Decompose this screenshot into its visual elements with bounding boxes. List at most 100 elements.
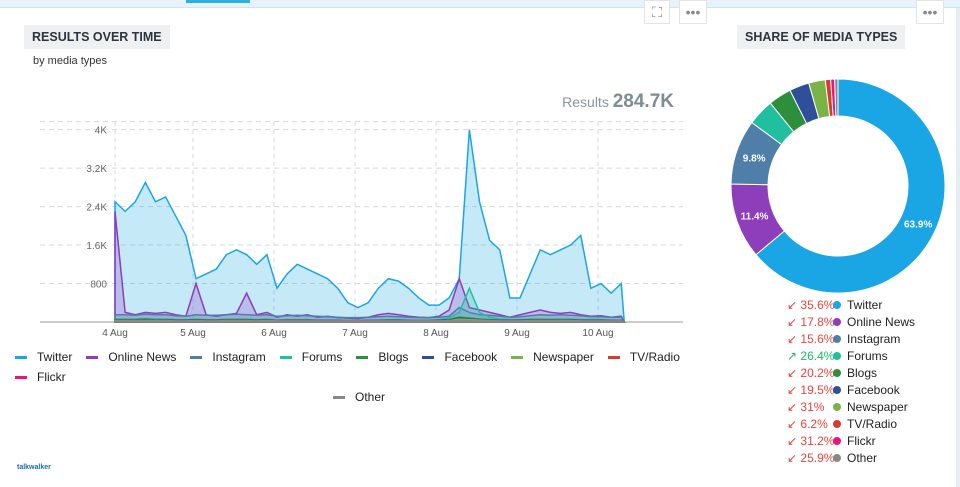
x-tick-label: 4 Aug xyxy=(102,328,128,339)
donut-slice-other xyxy=(834,78,839,117)
y-tick-label: 1.6K xyxy=(86,241,107,252)
series-twitter xyxy=(114,129,626,323)
color-dot xyxy=(833,454,841,462)
legend-swatch xyxy=(15,356,27,360)
share-legend-item[interactable]: ↙ 6.2% TV/Radio xyxy=(787,416,915,433)
share-legend-item[interactable]: ↙ 20.2% Blogs xyxy=(787,365,915,382)
more-options-button[interactable]: ••• xyxy=(679,0,707,24)
change-value: ↙ 15.6% xyxy=(787,332,835,346)
legend-swatch xyxy=(190,356,203,360)
legend-item-facebook[interactable]: Facebook xyxy=(422,350,497,364)
share-legend-item[interactable]: ↙ 31.2% Flickr xyxy=(787,433,915,450)
x-tick-label: 5 Aug xyxy=(180,328,206,339)
change-value: ↗ 26.4% xyxy=(787,349,835,363)
share-donut-chart: 63.9% 11.4% 9.8% xyxy=(730,78,946,294)
legend-item-newspaper[interactable]: Newspaper xyxy=(511,350,594,364)
legend-label: Newspaper xyxy=(533,350,594,364)
change-value: ↙ 19.5% xyxy=(787,383,835,397)
color-dot xyxy=(833,301,841,309)
color-dot xyxy=(833,318,841,326)
donut-label: 9.8% xyxy=(743,154,766,165)
media-type-name: Other xyxy=(847,451,878,465)
color-dot xyxy=(833,386,841,394)
y-tick-label: 3.2K xyxy=(86,164,107,175)
legend-item-twitter[interactable]: Twitter xyxy=(15,350,72,364)
share-legend-item[interactable]: ↙ 17.8% Online News xyxy=(787,314,915,331)
color-dot xyxy=(833,335,841,343)
legend-item-blogs[interactable]: Blogs xyxy=(356,350,408,364)
legend-swatch xyxy=(422,356,435,360)
y-tick-label: 2.4K xyxy=(86,203,107,214)
y-tick-label: 800 xyxy=(90,280,107,291)
legend-swatch xyxy=(86,356,99,360)
color-dot xyxy=(833,403,841,411)
x-tick-label: 9 Aug xyxy=(504,328,530,339)
y-tick-label: 4K xyxy=(95,126,108,137)
media-type-name: TV/Radio xyxy=(847,417,898,431)
color-dot xyxy=(833,420,841,428)
more-icon: ••• xyxy=(685,4,701,20)
x-tick-label: 7 Aug xyxy=(342,328,368,339)
change-value: ↙ 25.9% xyxy=(787,451,835,465)
legend-label: Online News xyxy=(108,350,177,364)
legend-swatch xyxy=(279,356,292,360)
share-legend-item[interactable]: ↙ 19.5% Facebook xyxy=(787,382,915,399)
donut-label: 11.4% xyxy=(741,211,769,222)
share-legend-item[interactable]: ↙ 25.9% Other xyxy=(787,450,915,467)
share-legend-item[interactable]: ↙ 15.6% Instagram xyxy=(787,331,915,348)
media-type-name: Flickr xyxy=(847,434,876,448)
x-tick-label: 6 Aug xyxy=(261,328,287,339)
x-tick-label: 8 Aug xyxy=(423,328,449,339)
legend-label: Forums xyxy=(301,350,343,364)
media-type-name: Online News xyxy=(847,315,916,329)
legend-label: Other xyxy=(355,390,386,404)
legend-item-other[interactable]: Other xyxy=(333,390,385,404)
legend-label: Flickr xyxy=(37,370,66,384)
donut-slice-twitter xyxy=(755,78,946,294)
share-legend-item[interactable]: ↗ 26.4% Forums xyxy=(787,348,915,365)
legend-item-instagram[interactable]: Instagram xyxy=(190,350,266,364)
media-type-name: Forums xyxy=(847,349,888,363)
change-value: ↙ 6.2% xyxy=(787,417,828,431)
series-online-news xyxy=(114,211,626,323)
legend-label: Blogs xyxy=(378,350,409,364)
chart-legend: Twitter Online News Instagram Forums Blogs Fa… xyxy=(15,350,715,410)
talkwalker-logo: talkwalker xyxy=(17,464,51,471)
change-value: ↙ 31% xyxy=(787,400,825,414)
results-over-time-chart: 800 1.6K 2.4K 3.2K 4K 4 Aug 5 Aug 6 Aug 7 Aug 8 A… xyxy=(40,121,683,339)
subtitle: by media types xyxy=(33,55,107,67)
series-other xyxy=(114,319,625,323)
color-dot xyxy=(833,437,841,445)
legend-label: Twitter xyxy=(37,350,73,364)
change-value: ↙ 35.6% xyxy=(787,298,835,312)
media-type-name: Facebook xyxy=(847,383,900,397)
share-legend-item[interactable]: ↙ 31% Newspaper xyxy=(787,399,915,416)
legend-label: Facebook xyxy=(444,350,498,364)
top-tab-bar xyxy=(0,0,960,8)
x-tick-label: 10 Aug xyxy=(582,328,613,339)
media-type-name: Blogs xyxy=(847,366,878,380)
share-legend-item[interactable]: ↙ 35.6% Twitter xyxy=(787,297,915,314)
color-dot xyxy=(833,369,841,377)
legend-swatch xyxy=(607,356,620,360)
legend-swatch xyxy=(333,396,345,400)
results-label: Results xyxy=(562,94,609,110)
active-tab-indicator[interactable] xyxy=(186,0,250,3)
results-total: Results 284.7K xyxy=(562,91,674,113)
legend-item-online-news[interactable]: Online News xyxy=(86,350,176,364)
legend-swatch xyxy=(15,376,27,380)
change-value: ↙ 31.2% xyxy=(787,434,835,448)
change-value: ↙ 20.2% xyxy=(787,366,835,380)
expand-icon: ⛶ xyxy=(652,4,662,20)
donut-label: 63.9% xyxy=(904,219,932,230)
share-title: SHARE OF MEDIA TYPES xyxy=(737,25,906,49)
media-type-name: Newspaper xyxy=(847,400,908,414)
scrollbar[interactable] xyxy=(956,8,960,487)
change-value: ↙ 17.8% xyxy=(787,315,835,329)
legend-item-flickr[interactable]: Flickr xyxy=(15,370,66,384)
expand-button[interactable]: ⛶ xyxy=(644,0,670,24)
legend-item-forums[interactable]: Forums xyxy=(279,350,343,364)
share-legend: ↙ 35.6% Twitter ↙ 17.8% Online News ↙ 15.6% I… xyxy=(787,297,915,467)
legend-item-tv-radio[interactable]: TV/Radio xyxy=(607,350,680,364)
share-more-options-button[interactable]: ••• xyxy=(916,0,944,24)
